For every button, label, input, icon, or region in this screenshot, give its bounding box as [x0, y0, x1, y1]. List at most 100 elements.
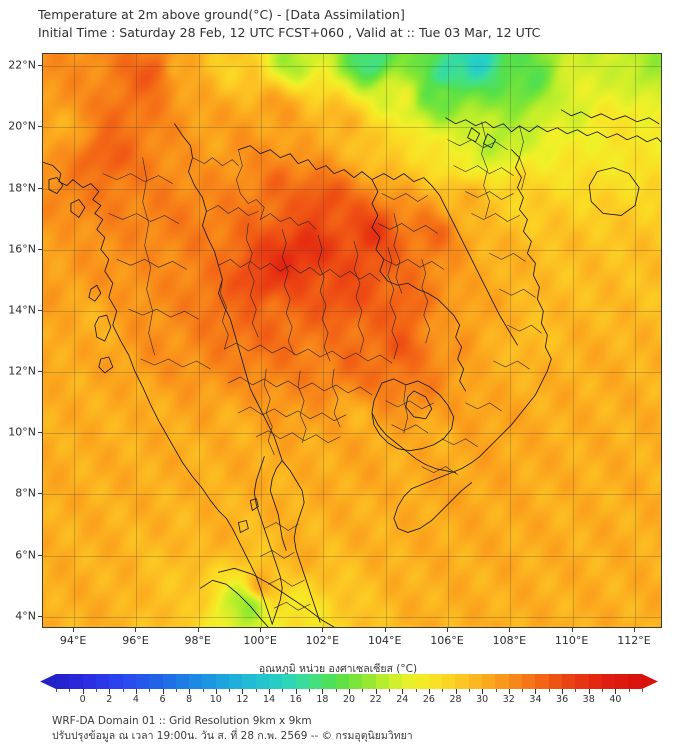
colorbar-tick	[455, 689, 457, 694]
coastline-overlay	[43, 54, 661, 627]
colorbar-tick	[642, 689, 643, 692]
y-tick	[38, 65, 42, 67]
colorbar-tick-label: 38	[582, 694, 595, 705]
grid-line-lat	[43, 433, 661, 435]
grid-line-lon	[448, 54, 450, 627]
colorbar-cell	[295, 674, 309, 689]
x-tick	[509, 628, 511, 632]
x-tick	[447, 628, 449, 632]
colorbar-cell	[282, 674, 296, 689]
y-axis-label: 14°N	[8, 303, 36, 317]
colorbar-cell	[56, 674, 70, 689]
colorbar-tick	[548, 689, 550, 692]
colorbar-tick	[428, 689, 430, 694]
colorbar-cell	[601, 674, 616, 689]
map-plot-area[interactable]	[42, 53, 662, 628]
chart-title-block: Temperature at 2m above ground(°C) - [Da…	[38, 6, 658, 41]
grid-line-lon	[74, 54, 76, 627]
colorbar-tick	[602, 689, 604, 692]
colorbar[interactable]: อุณหภูมิ หน่วย องศาเซลเซียส (°C) 0 2 4 6 8 10…	[0, 660, 676, 706]
colorbar-tick	[242, 689, 244, 694]
grid-line-lon	[572, 54, 574, 627]
grid-line-lat	[43, 494, 661, 496]
colorbar-tick-label: 14	[263, 694, 276, 705]
colorbar-cell	[149, 674, 163, 689]
colorbar-tick-label: 16	[289, 694, 302, 705]
y-tick	[38, 493, 42, 495]
colorbar-cell	[402, 674, 416, 689]
colorbar-tick-label: 36	[556, 694, 569, 705]
colorbar-tick	[56, 689, 57, 692]
colorbar-cell	[175, 674, 190, 689]
grid-line-lon	[261, 54, 263, 627]
grid-line-lat	[43, 555, 661, 557]
page-title: Temperature at 2m above ground(°C) - [Da…	[38, 7, 405, 22]
colorbar-cell	[442, 674, 456, 689]
colorbar-tick	[535, 689, 537, 694]
colorbar-cell	[202, 674, 216, 689]
grid-line-lat	[43, 188, 661, 190]
y-axis-label: 22°N	[8, 58, 36, 72]
x-axis-label: 104°E	[367, 634, 402, 647]
colorbar-tick-label: 0	[79, 694, 86, 705]
colorbar-tick	[282, 689, 284, 692]
colorbar-cell	[269, 674, 283, 689]
colorbar-tick	[335, 689, 337, 692]
x-tick	[571, 628, 573, 632]
colorbar-tick	[149, 689, 151, 692]
y-tick	[38, 309, 42, 311]
colorbar-cell	[588, 674, 602, 689]
temperature-raster	[43, 54, 661, 627]
colorbar-tick	[522, 689, 524, 692]
colorbar-tick	[162, 689, 164, 694]
x-axis-label: 110°E	[554, 634, 589, 647]
footer-credit: ปรับปรุงข้อมูล ณ เวลา 19:00น. วัน ส. ที่…	[52, 729, 413, 742]
colorbar-tick	[175, 689, 177, 692]
colorbar-cell	[69, 674, 83, 689]
x-tick	[384, 628, 386, 632]
x-tick	[633, 628, 635, 632]
colorbar-cell	[535, 674, 549, 689]
y-axis-label: 20°N	[8, 119, 36, 133]
colorbar-gradient[interactable]	[56, 674, 642, 689]
y-axis-label: 4°N	[15, 609, 36, 623]
y-axis-label: 18°N	[8, 181, 36, 195]
y-tick	[38, 615, 42, 617]
x-tick	[197, 628, 199, 632]
colorbar-cell	[575, 674, 589, 689]
colorbar-tick	[468, 689, 470, 692]
grid-line-lon	[510, 54, 512, 627]
colorbar-cell	[521, 674, 536, 689]
colorbar-cell	[109, 674, 123, 689]
colorbar-tick	[215, 689, 217, 694]
colorbar-tick	[482, 689, 484, 694]
colorbar-tick	[229, 689, 231, 692]
colorbar-over-arrow	[642, 674, 658, 689]
colorbar-cell	[95, 674, 110, 689]
colorbar-tick	[122, 689, 124, 692]
y-tick	[38, 187, 42, 189]
x-tick	[260, 628, 262, 632]
x-tick	[135, 628, 137, 632]
colorbar-cell	[495, 674, 509, 689]
grid-line-lat	[43, 127, 661, 129]
colorbar-tick	[588, 689, 590, 694]
grid-line-lon	[323, 54, 325, 627]
x-axis-label: 108°E	[492, 634, 527, 647]
colorbar-tick-label: 2	[106, 694, 113, 705]
colorbar-tick-label: 32	[502, 694, 515, 705]
colorbar-tick-label: 40	[609, 694, 622, 705]
colorbar-cell	[82, 674, 96, 689]
y-tick	[38, 126, 42, 128]
colorbar-cell	[229, 674, 243, 689]
colorbar-tick	[402, 689, 404, 694]
colorbar-tick	[615, 689, 617, 694]
colorbar-tick-label: 10	[209, 694, 222, 705]
x-axis-label: 100°E	[243, 634, 277, 647]
colorbar-tick-label: 20	[342, 694, 356, 705]
colorbar-cell	[322, 674, 336, 689]
x-axis-label: 106°E	[430, 634, 464, 647]
grid-line-lat	[43, 310, 661, 312]
colorbar-cell	[375, 674, 389, 689]
x-axis-label: 102°E	[305, 634, 340, 647]
